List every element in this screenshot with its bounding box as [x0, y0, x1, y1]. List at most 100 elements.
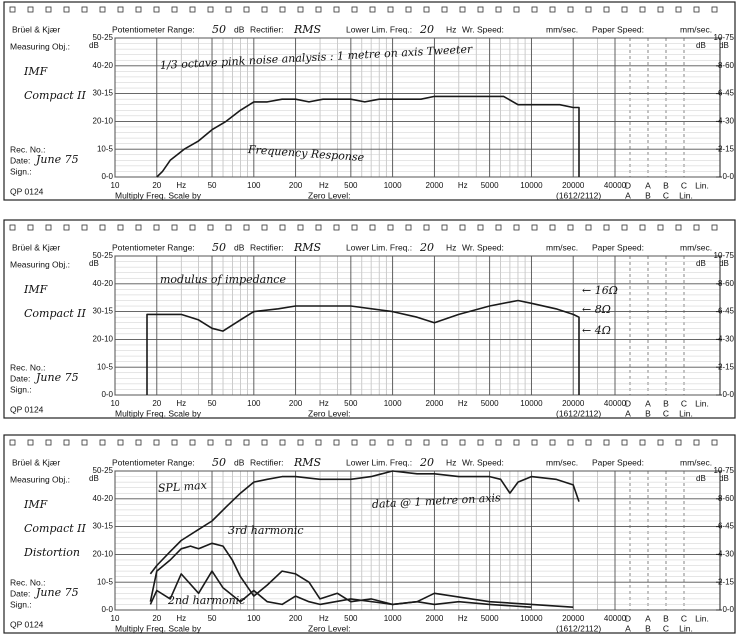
sprocket-hole: [225, 439, 232, 446]
form-label: Multiply Freq. Scale by: [115, 623, 202, 633]
annotation: Frequency Response: [247, 143, 365, 164]
y2-tick-label: 10-75: [714, 251, 735, 260]
sprocket-hole: [225, 6, 232, 13]
weighting-label: C: [681, 398, 687, 408]
sprocket-hole: [135, 6, 142, 13]
plot-frame: [114, 470, 721, 611]
x-tick-label: 200: [289, 181, 303, 190]
sprocket-hole: [693, 439, 700, 446]
sprocket-hole: [585, 6, 592, 13]
sprocket-hole: [207, 6, 214, 13]
weighting-label: Lin.: [679, 408, 693, 418]
header-field: Lower Lim. Freq.:: [346, 24, 412, 34]
form-label: Multiply Freq. Scale by: [115, 408, 202, 418]
header-field: Brüel & Kjær: [12, 242, 60, 252]
sprocket-hole: [261, 224, 268, 231]
header-field: mm/sec.: [680, 457, 712, 467]
sprocket-hole: [45, 224, 52, 231]
sprocket-hole: [153, 439, 160, 446]
x-tick-label: 100: [247, 181, 261, 190]
sprocket-hole: [621, 6, 628, 13]
x-tick-label: 200: [289, 614, 303, 623]
y2-tick-label: 6-45: [718, 307, 735, 316]
y2-unit-label: dB: [719, 259, 729, 268]
sprocket-hole: [369, 6, 376, 13]
x-tick-label: 5000: [481, 181, 499, 190]
sprocket-hole: [279, 439, 286, 446]
x-tick-label: 2000: [426, 614, 444, 623]
sprocket-hole: [423, 439, 430, 446]
sprocket-hole: [657, 439, 664, 446]
header-field: Paper Speed:: [592, 242, 644, 252]
x-tick-label: 40000: [604, 399, 627, 408]
y-tick-label: 30-15: [93, 307, 114, 316]
sprocket-hole: [387, 439, 394, 446]
sprocket-hole: [405, 439, 412, 446]
x-tick-label: 100: [247, 399, 261, 408]
sprocket-hole: [639, 439, 646, 446]
sprocket-hole: [189, 6, 196, 13]
sprocket-hole: [27, 439, 34, 446]
annotation: ← 8Ω: [582, 303, 611, 316]
weighting-label: A: [645, 398, 651, 408]
y-tick-label: 10-5: [97, 577, 114, 586]
y-tick-label: 20-10: [93, 335, 114, 344]
y2-tick-label: 6-45: [718, 89, 735, 98]
x-unit-label: Hz: [319, 614, 329, 623]
sprocket-hole: [243, 224, 250, 231]
sprocket-hole: [189, 224, 196, 231]
sprocket-hole: [513, 439, 520, 446]
y-tick-label: 50-25: [93, 251, 114, 260]
sheet-border: [3, 434, 736, 634]
annotation: 2nd harmonic: [167, 594, 245, 607]
sprocket-hole: [297, 224, 304, 231]
sprocket-hole: [441, 6, 448, 13]
form-label: Measuring Obj.:: [10, 41, 70, 51]
y-unit-label: dB: [89, 474, 99, 483]
sprocket-hole: [711, 224, 718, 231]
sprocket-hole: [477, 224, 484, 231]
sprocket-hole: [603, 6, 610, 13]
sprocket-hole: [711, 439, 718, 446]
form-label: Rec. No.:: [10, 144, 45, 154]
weighting-label: B: [645, 408, 651, 418]
sprocket-hole: [567, 224, 574, 231]
header-field: RMS: [293, 241, 322, 254]
sprocket-hole: [423, 224, 430, 231]
x-unit-label: Hz: [458, 181, 468, 190]
sprocket-hole: [9, 6, 16, 13]
sprocket-hole: [63, 224, 70, 231]
header-field: Potentiometer Range:: [112, 457, 195, 467]
sprocket-hole: [549, 6, 556, 13]
header-field: RMS: [293, 23, 322, 36]
annotation: SPL max: [158, 479, 209, 495]
sprocket-hole: [495, 439, 502, 446]
sprocket-hole: [315, 6, 322, 13]
sprocket-hole: [585, 224, 592, 231]
header-field: Lower Lim. Freq.:: [346, 242, 412, 252]
x-tick-label: 10: [111, 614, 120, 623]
sprocket-hole: [207, 439, 214, 446]
header-field: mm/sec.: [546, 242, 578, 252]
form-label: Measuring Obj.:: [10, 474, 70, 484]
x-tick-label: 5000: [481, 399, 499, 408]
weighting-label: B: [663, 180, 669, 190]
header-field: Lower Lim. Freq.:: [346, 457, 412, 467]
sprocket-hole: [9, 439, 16, 446]
y2-tick-label: 0-0: [722, 172, 734, 181]
sprocket-hole: [675, 224, 682, 231]
sprocket-hole: [459, 439, 466, 446]
y-tick-label: 0-0: [101, 390, 113, 399]
date-value: June 75: [34, 153, 79, 166]
form-label: Measuring Obj.:: [10, 259, 70, 269]
y-tick-label: 40-20: [93, 494, 114, 503]
header-field: Potentiometer Range:: [112, 24, 195, 34]
header-field: dB: [234, 457, 245, 467]
weighting-label: C: [663, 408, 669, 418]
sprocket-hole: [297, 439, 304, 446]
sprocket-hole: [441, 439, 448, 446]
sprocket-hole: [549, 439, 556, 446]
form-label: Date:: [10, 588, 30, 598]
sprocket-hole: [207, 224, 214, 231]
